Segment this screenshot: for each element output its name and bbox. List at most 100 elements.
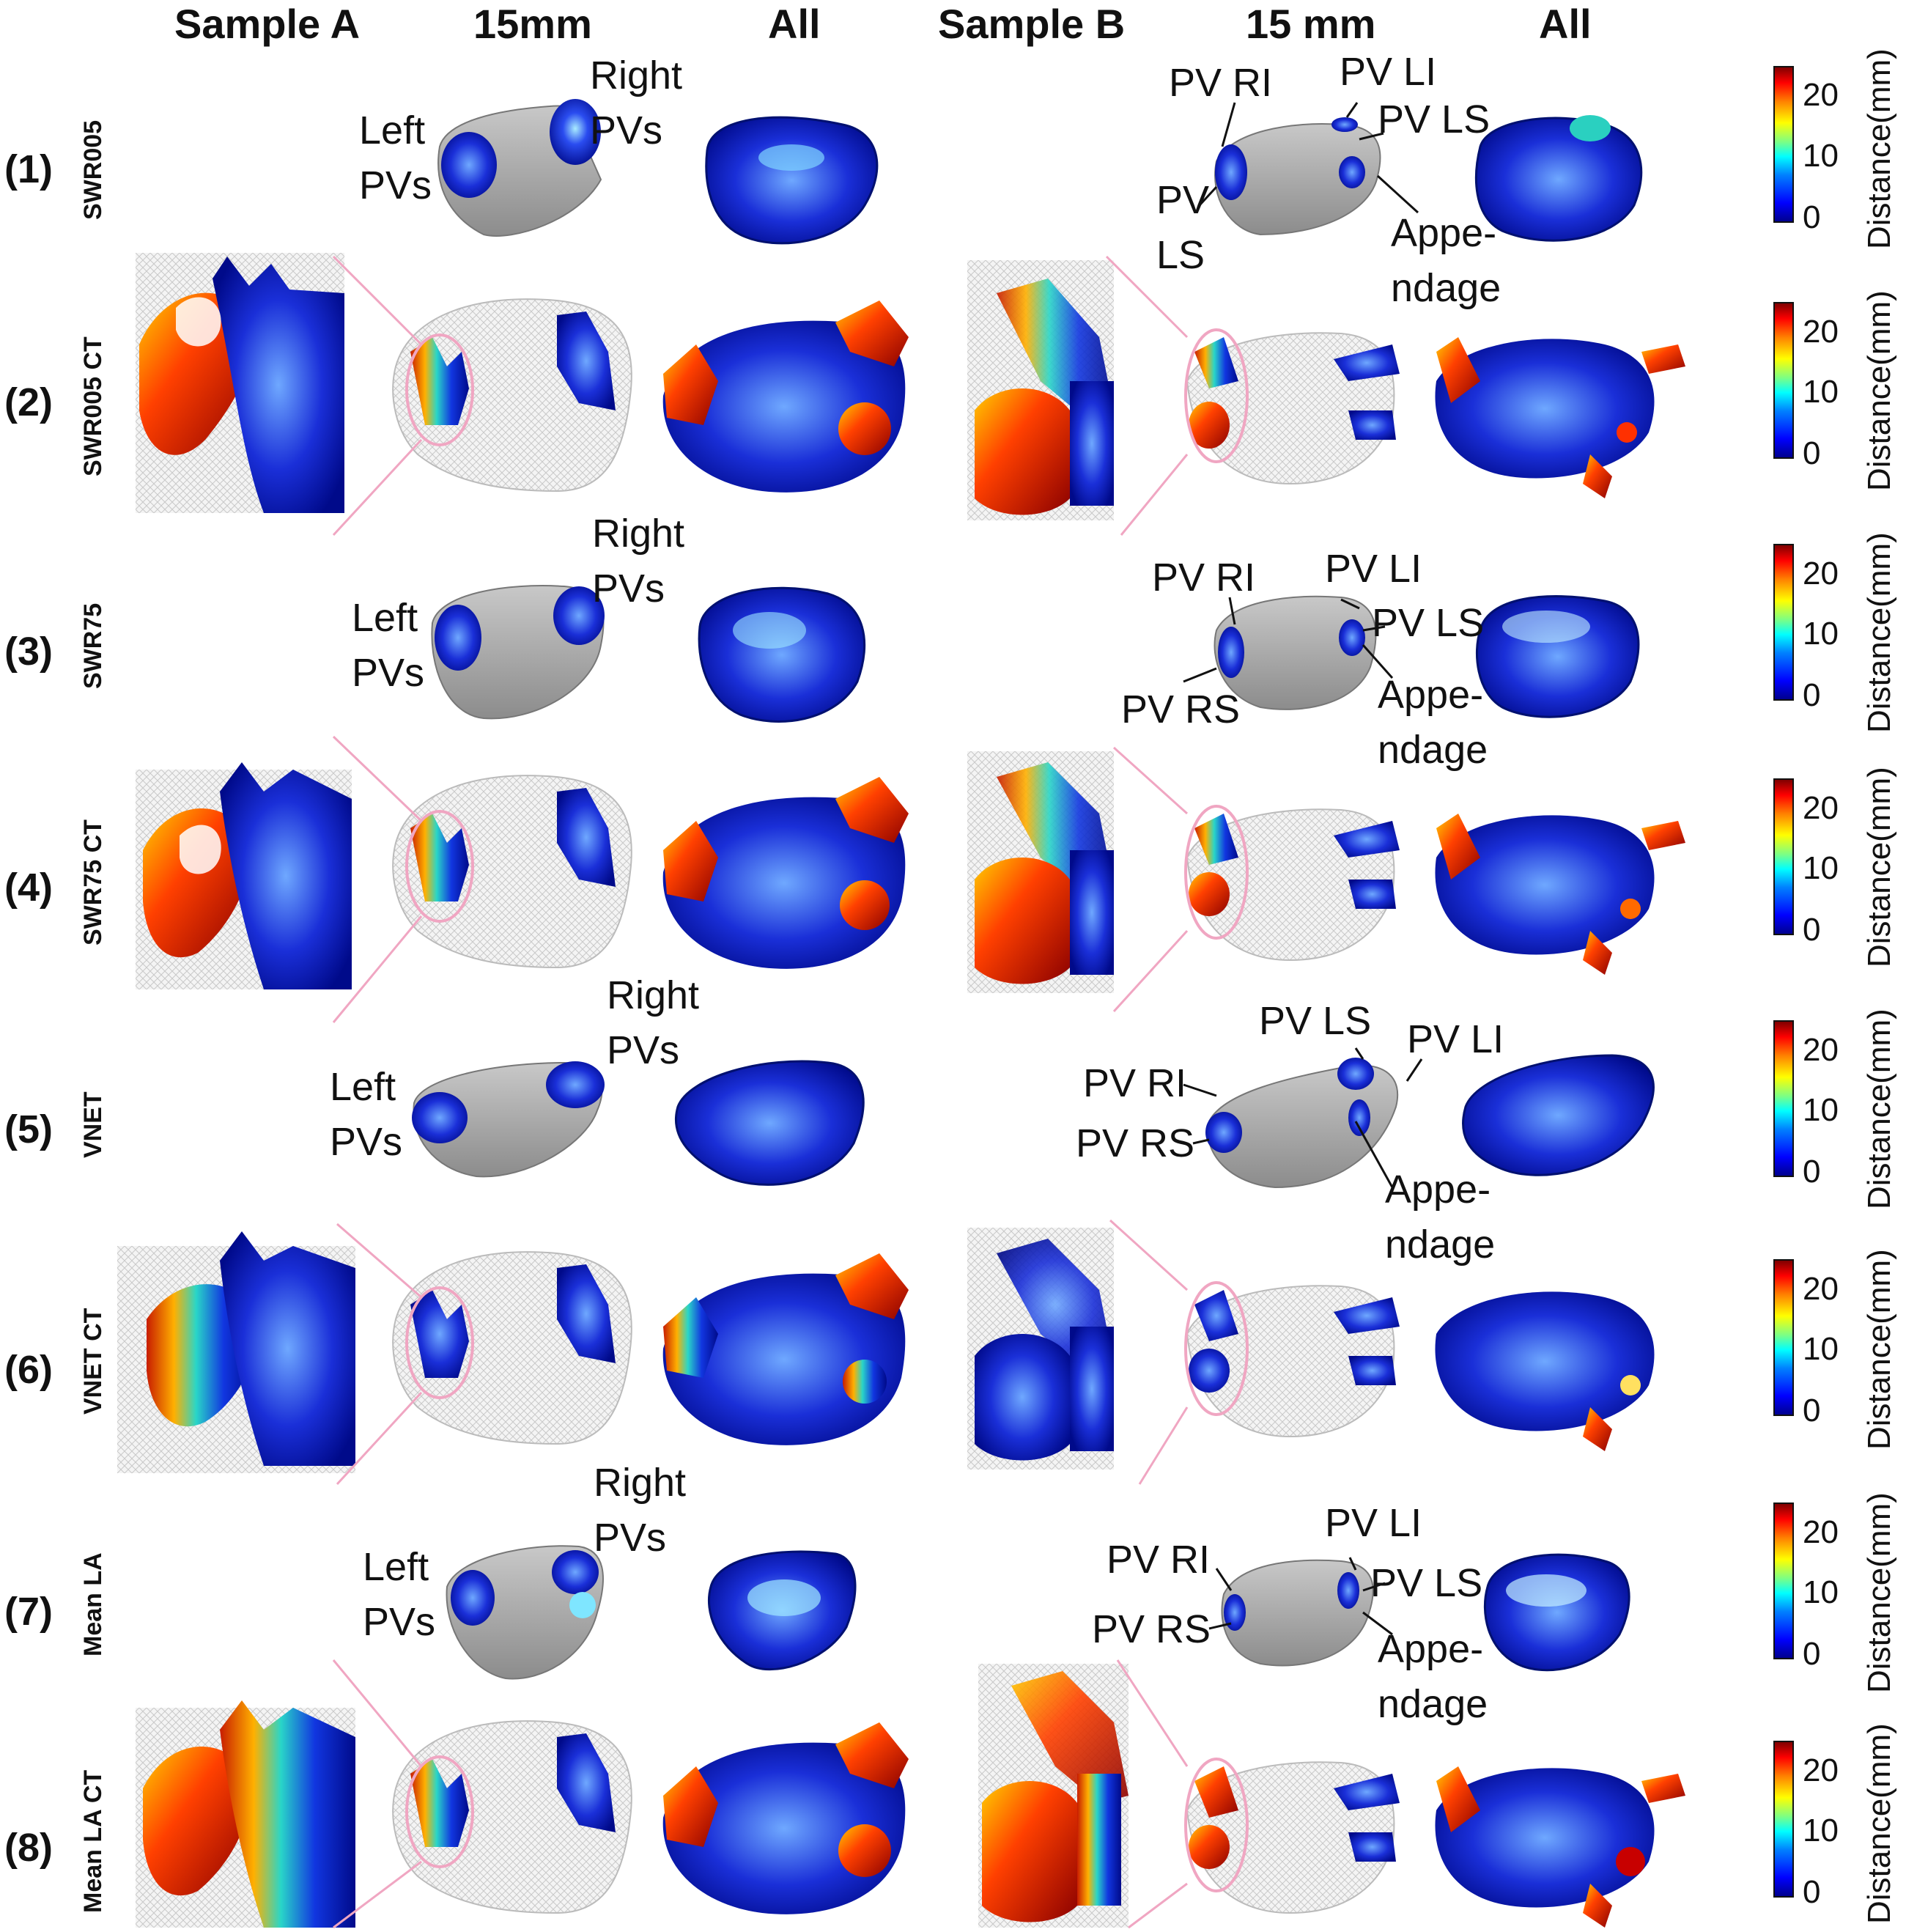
colorbar-row5-tick-0: 0 (1803, 1154, 1821, 1190)
row7-label-pv-ri: PV RI (1107, 1538, 1211, 1582)
colorbar-row5-label: Distance(mm) (1861, 1009, 1897, 1209)
colorbar-row3-tick-10: 10 (1803, 616, 1839, 652)
row3-all-a-mesh (698, 586, 866, 723)
colorbar-row6-tick-20: 20 (1803, 1271, 1839, 1307)
row5-all-a-mesh (674, 1060, 865, 1186)
row8-15mm-b-wire (1184, 1758, 1400, 1914)
colorbar-row5-tick-10: 10 (1803, 1092, 1839, 1128)
row7-label-right-pvs-line2: PVs (594, 1516, 667, 1560)
colorbar-row5-tick-20: 20 (1803, 1032, 1839, 1068)
colorbar-row6 (1773, 1259, 1794, 1416)
row-number-4: (4) (4, 866, 53, 910)
row1-label-pv-ls: PV LS (1378, 97, 1491, 141)
row5-label-pv-li: PV LI (1407, 1017, 1504, 1061)
colorbar-row8 (1773, 1741, 1794, 1898)
colorbar-row7-tick-10: 10 (1803, 1574, 1839, 1610)
row4-15mm-b-wire (1184, 805, 1400, 962)
row3-label-left-pvs-line1: Left (352, 596, 418, 640)
row-number-6: (6) (4, 1348, 53, 1392)
colorbar-row7-label: Distance(mm) (1861, 1492, 1897, 1693)
row4-sample-b-zoom (967, 751, 1114, 993)
row7-label-right-pvs-line1: Right (594, 1461, 687, 1505)
colorbar-row8-tick-10: 10 (1803, 1813, 1839, 1848)
row1-label-pv-ri: PV RI (1169, 61, 1273, 105)
row2-sample-b-zoom (967, 260, 1114, 520)
row4-all-b-hot (1435, 814, 1685, 975)
row-number-5: (5) (4, 1107, 53, 1151)
colorbar-row3-tick-20: 20 (1803, 556, 1839, 591)
row6-15mm-a-wire (392, 1251, 632, 1445)
colorbar-row3 (1773, 544, 1794, 701)
row5-15mm-a-mesh (412, 1061, 605, 1178)
row3-all-b-mesh (1476, 595, 1640, 718)
row4-all-a-hot (662, 777, 909, 969)
row-number-7: (7) (4, 1590, 53, 1634)
row3-15mm-b-mesh (1214, 595, 1377, 710)
row1-label-right-pvs-line1: Right (590, 54, 683, 97)
row7-label-left-pvs-line2: PVs (363, 1600, 436, 1644)
row7-15mm-b-mesh (1221, 1559, 1374, 1667)
row5-label-pv-ri: PV RI (1083, 1061, 1187, 1105)
row6-all-a-hot (662, 1253, 909, 1445)
row5-label-pv-rs: PV RS (1076, 1121, 1195, 1165)
colorbar-row2 (1773, 302, 1794, 459)
row4-15mm-a-wire (392, 775, 632, 969)
col-header-sample-b: Sample B (938, 1, 1126, 47)
row5-label-left-pvs-line2: PVs (330, 1120, 403, 1164)
colorbar-row4 (1773, 778, 1794, 935)
row8-all-b-hot (1435, 1766, 1685, 1928)
row2-all-b-hot (1435, 337, 1685, 498)
row7-all-b-mesh (1483, 1553, 1630, 1672)
row1-label-right-pvs-line2: PVs (590, 108, 663, 152)
row5-label-appendage-line1: Appe- (1385, 1168, 1491, 1212)
row7-label-appendage-line2: ndage (1378, 1682, 1488, 1726)
row3-label-pv-li: PV LI (1325, 547, 1422, 591)
row2-15mm-a-wire (392, 298, 632, 493)
row2-sample-a-zoom (136, 253, 344, 513)
colorbar-row7-tick-0: 0 (1803, 1636, 1821, 1672)
row3-label-right-pvs-line1: Right (592, 512, 685, 556)
row8-sample-b-zoom (978, 1664, 1129, 1928)
colorbar-row2-tick-10: 10 (1803, 374, 1839, 410)
zoom-connector-lines (332, 255, 1189, 1929)
row7-15mm-a-mesh (446, 1545, 604, 1680)
row1-all-a-mesh (705, 116, 879, 245)
annotation-leader-lines (1183, 102, 1423, 1636)
colorbar-row8-tick-0: 0 (1803, 1874, 1821, 1910)
colorbar-row4-label: Distance(mm) (1861, 767, 1897, 967)
row7-all-a-mesh (707, 1550, 857, 1671)
row6-all-b-hot (1435, 1291, 1655, 1451)
row3-label-right-pvs-line2: PVs (592, 567, 665, 611)
row6-sample-b-zoom (967, 1228, 1114, 1470)
colorbar-row1-tick-20: 20 (1803, 77, 1839, 113)
row3-label-pv-rs: PV RS (1121, 687, 1241, 731)
row5-15mm-b-mesh (1205, 1058, 1399, 1189)
colorbar-row7-tick-20: 20 (1803, 1514, 1839, 1550)
row-number-3: (3) (4, 630, 53, 674)
row3-label-pv-ls: PV LS (1372, 601, 1485, 645)
row5-label-pv-ls: PV LS (1259, 999, 1372, 1043)
col-header-15mm-a: 15mm (473, 1, 592, 47)
colorbar-row7 (1773, 1503, 1794, 1659)
col-header-sample-a: Sample A (174, 1, 361, 47)
row4-sample-a-zoom (136, 762, 352, 989)
row3-label-appendage-line1: Appe- (1378, 673, 1484, 717)
row5-label-left-pvs-line1: Left (330, 1065, 396, 1109)
colorbar-row1-label: Distance(mm) (1861, 48, 1897, 249)
colorbar-row2-tick-20: 20 (1803, 314, 1839, 350)
row7-label-pv-ls: PV LS (1370, 1561, 1483, 1605)
colorbar-row4-tick-20: 20 (1803, 790, 1839, 826)
row6-15mm-b-wire (1184, 1281, 1400, 1438)
row1-label-left-pvs-line1: Left (359, 108, 426, 152)
colorbar-row6-tick-10: 10 (1803, 1331, 1839, 1367)
row3-label-pv-ri: PV RI (1152, 556, 1256, 600)
row-number-2: (2) (4, 380, 53, 424)
row8-all-a-hot (662, 1722, 909, 1914)
row6-sample-a-zoom (117, 1231, 355, 1473)
colorbar-row1-tick-0: 0 (1803, 199, 1821, 235)
row2-15mm-b-wire (1184, 328, 1400, 485)
colorbar-row3-label: Distance(mm) (1861, 532, 1897, 733)
row7-label-pv-li: PV LI (1325, 1501, 1422, 1545)
row-number-8: (8) (4, 1826, 53, 1870)
row1-label-appendage-line2: ndage (1391, 266, 1501, 310)
